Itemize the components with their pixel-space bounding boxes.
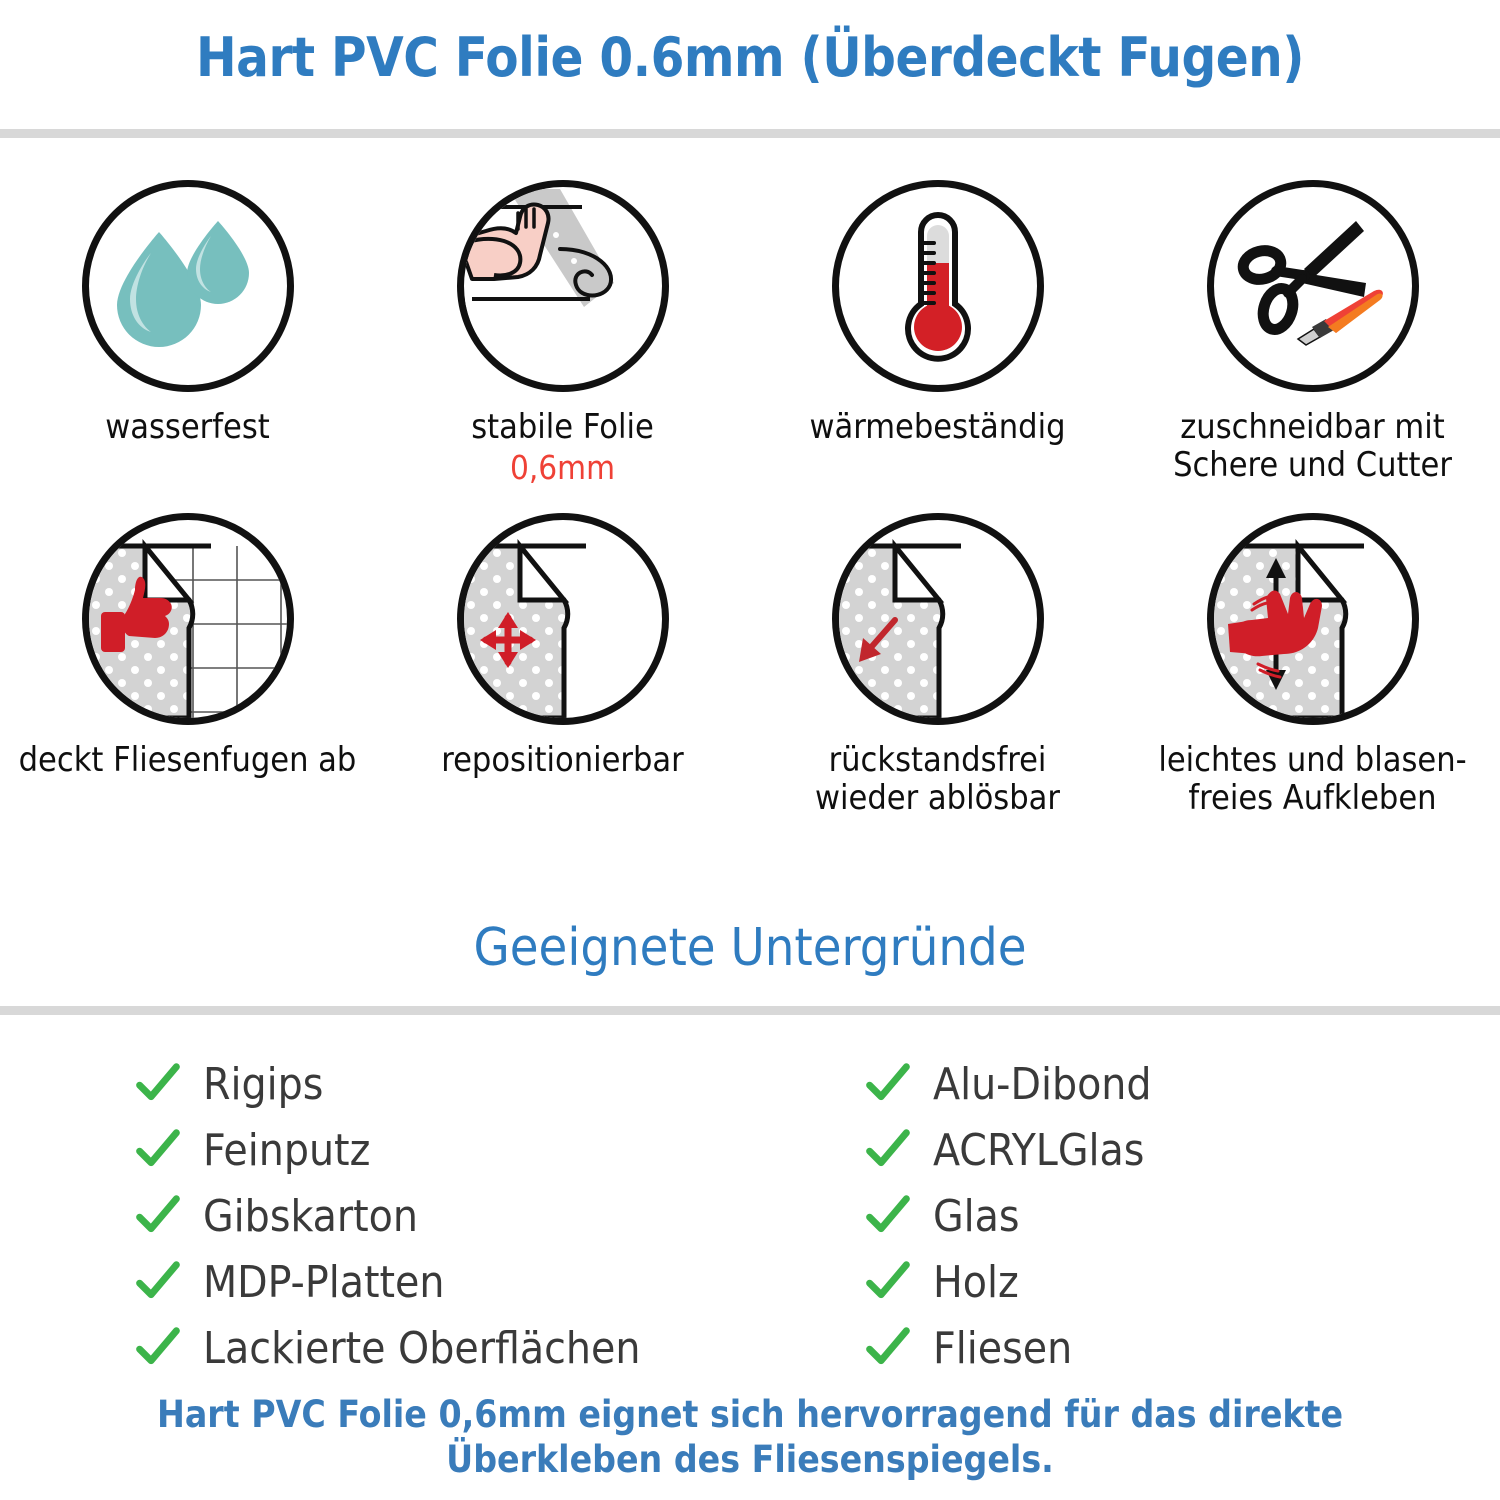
feature-stabile-folie: stabile Folie 0,6mm <box>375 180 750 487</box>
diagonal-arrow-peel-icon <box>831 513 1044 726</box>
four-way-arrow-film-icon <box>456 513 669 726</box>
scissors-cutter-icon <box>1206 180 1419 392</box>
feature-caption: leichtes und blasen-freies Aufkleben <box>1158 740 1467 819</box>
feature-zuschneidbar: zuschneidbar mit Schere und Cutter <box>1125 180 1500 487</box>
list-item: Lackierte Oberflächen <box>135 1317 835 1379</box>
footer-note: Hart PVC Folie 0,6mm eignet sich hervorr… <box>0 1392 1500 1482</box>
list-item: ACRYLGlas <box>865 1119 1425 1181</box>
check-icon <box>136 1129 180 1167</box>
smoothing-hand-icon <box>1206 513 1419 726</box>
flexing-arm-film-icon <box>456 180 669 392</box>
list-item: Feinputz <box>135 1119 835 1181</box>
list-item: Glas <box>865 1185 1425 1247</box>
feature-caption: deckt Fliesenfugen ab <box>18 740 357 781</box>
list-item: Fliesen <box>865 1317 1425 1379</box>
feature-caption: stabile Folie <box>471 407 654 447</box>
feature-caption: wasserfest <box>105 407 270 447</box>
substrate-column-left: Rigips Feinputz Gibskarton MDP-Platten L… <box>135 1053 835 1379</box>
substrate-column-right: Alu-Dibond ACRYLGlas Glas Holz Fliesen <box>865 1053 1425 1379</box>
list-item: Gibskarton <box>135 1185 835 1247</box>
footer-line-1: Hart PVC Folie 0,6mm eignet sich hervorr… <box>156 1393 1344 1436</box>
substrate-label: Rigips <box>203 1058 324 1110</box>
divider-bottom <box>0 1006 1500 1015</box>
check-icon <box>866 1063 910 1101</box>
substrate-label: Feinputz <box>203 1124 371 1176</box>
footer-line-2: Überkleben des Fliesenspiegels. <box>446 1438 1054 1482</box>
substrate-label: Alu-Dibond <box>933 1058 1152 1110</box>
feature-wasserfest: wasserfest <box>0 180 375 487</box>
section-heading: Geeignete Untergründe <box>473 918 1027 978</box>
substrate-label: Gibskarton <box>203 1190 418 1242</box>
feature-waermebestaendig: wärmebeständig <box>750 180 1125 487</box>
substrate-label: Holz <box>933 1256 1019 1308</box>
feature-blasenfreies-aufkleben: leichtes und blasen-freies Aufkleben <box>1125 513 1500 817</box>
feature-repositionierbar: repositionierbar <box>375 513 750 817</box>
feature-deckt-fliesenfugen: deckt Fliesenfugen ab <box>0 513 375 817</box>
check-icon <box>136 1261 180 1299</box>
list-item: Alu-Dibond <box>865 1053 1425 1115</box>
check-icon <box>136 1063 180 1101</box>
check-icon <box>866 1261 910 1299</box>
feature-thickness-label: 0,6mm <box>509 448 616 488</box>
thermometer-icon <box>831 180 1044 392</box>
thumbs-up-tile-grout-icon <box>81 513 294 726</box>
substrate-label: Glas <box>933 1190 1020 1242</box>
substrate-label: Lackierte Oberflächen <box>203 1322 641 1374</box>
check-icon <box>136 1195 180 1233</box>
substrate-label: ACRYLGlas <box>933 1124 1145 1176</box>
list-item: MDP-Platten <box>135 1251 835 1313</box>
page-title: Hart PVC Folie 0.6mm (Überdeckt Fugen) <box>196 26 1304 89</box>
substrate-label: MDP-Platten <box>203 1256 445 1308</box>
list-item: Holz <box>865 1251 1425 1313</box>
feature-caption: zuschneidbar mit Schere und Cutter <box>1173 407 1452 486</box>
feature-caption: repositionierbar <box>441 740 684 781</box>
feature-grid: wasserfest <box>0 180 1500 817</box>
check-icon <box>866 1195 910 1233</box>
list-item: Rigips <box>135 1053 835 1115</box>
water-drops-icon <box>81 180 294 392</box>
divider-top <box>0 129 1500 138</box>
feature-rueckstandsfrei: rückstandsfrei wieder ablösbar <box>750 513 1125 817</box>
feature-caption: wärmebeständig <box>809 407 1066 447</box>
substrate-lists: Rigips Feinputz Gibskarton MDP-Platten L… <box>0 1053 1500 1379</box>
substrate-label: Fliesen <box>933 1322 1073 1374</box>
check-icon <box>866 1327 910 1365</box>
feature-caption: rückstandsfrei wieder ablösbar <box>815 740 1060 819</box>
check-icon <box>136 1327 180 1365</box>
check-icon <box>866 1129 910 1167</box>
